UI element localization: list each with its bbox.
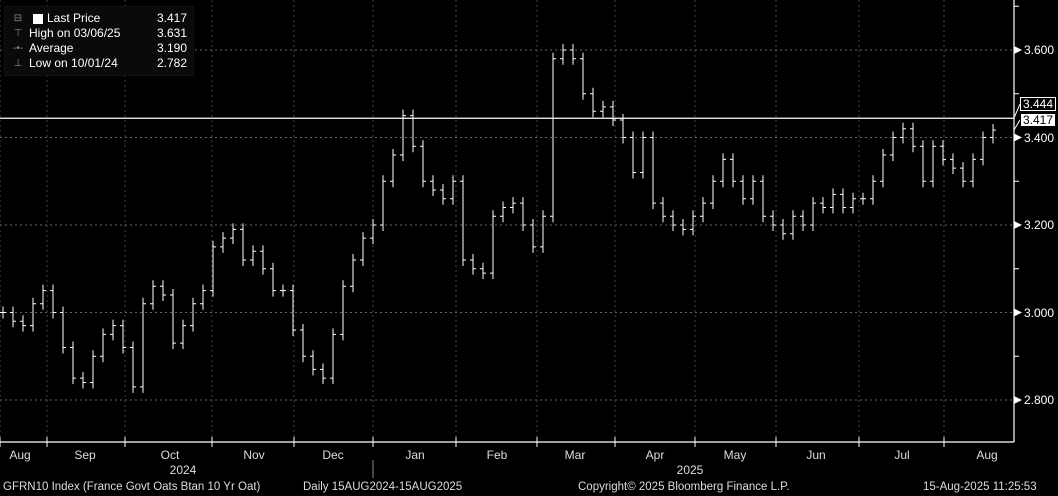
average-marker-icon: -•- bbox=[12, 43, 24, 54]
footer-ticker: GFRN10 Index (France Govt Oats Btan 10 Y… bbox=[3, 481, 261, 493]
y-tick-marker bbox=[1014, 396, 1022, 404]
legend-item-high: ⊤ High on 03/06/25 3.631 bbox=[11, 26, 187, 41]
legend: ⊟ Last Price 3.417 ⊤ High on 03/06/25 3.… bbox=[4, 6, 194, 76]
x-month-label: Jul bbox=[894, 448, 910, 462]
last-price-tag-leader bbox=[1013, 119, 1021, 131]
y-tick-label: 2.800 bbox=[1024, 393, 1055, 407]
footer-copyright: Copyright© 2025 Bloomberg Finance L.P. bbox=[578, 481, 790, 493]
x-year-label: 2024 bbox=[169, 463, 197, 477]
y-tick-label: 3.400 bbox=[1024, 130, 1055, 145]
y-tick-marker bbox=[1014, 46, 1022, 54]
y-tick-marker bbox=[1014, 308, 1022, 317]
square-swatch-icon bbox=[33, 13, 43, 24]
low-marker-icon: ⊥ bbox=[13, 58, 23, 69]
x-month-label: Jun bbox=[806, 448, 826, 462]
footer-timestamp: 15-Aug-2025 11:25:53 bbox=[923, 481, 1037, 493]
x-month-label: Mar bbox=[564, 448, 586, 462]
y-tick-label: 3.000 bbox=[1024, 305, 1055, 320]
x-month-label: Apr bbox=[645, 448, 665, 462]
footer-range: Daily 15AUG2024-15AUG2025 bbox=[303, 481, 463, 493]
x-month-label: Sep bbox=[74, 448, 96, 462]
x-month-label: Feb bbox=[486, 448, 508, 462]
reference-tag-leader bbox=[1013, 103, 1021, 119]
last-price-tag: 3.417 bbox=[1020, 113, 1057, 127]
legend-item-last-price[interactable]: ⊟ Last Price 3.417 bbox=[11, 11, 187, 26]
x-month-label: Aug bbox=[9, 448, 31, 462]
x-month-label: Nov bbox=[243, 448, 265, 462]
grid-lines bbox=[0, 0, 1022, 447]
y-tick-label: 3.200 bbox=[1024, 218, 1055, 232]
x-month-label: Dec bbox=[322, 448, 344, 462]
x-month-label: Oct bbox=[160, 448, 180, 462]
legend-item-low: ⊥ Low on 10/01/24 2.782 bbox=[11, 56, 187, 71]
price-bars bbox=[0, 44, 996, 393]
x-month-label: May bbox=[723, 448, 747, 462]
x-year-label: 2025 bbox=[676, 463, 704, 477]
high-marker-icon: ⊤ bbox=[13, 28, 23, 39]
y-tick-marker bbox=[1014, 221, 1022, 229]
legend-item-average: -•- Average 3.190 bbox=[12, 41, 187, 55]
x-month-label: Aug bbox=[976, 448, 998, 462]
y-tick-label: 3.600 bbox=[1024, 43, 1055, 57]
reference-value-tag: 3.444 bbox=[1020, 97, 1057, 111]
y-tick-marker bbox=[1014, 133, 1022, 142]
x-month-label: Jan bbox=[405, 448, 425, 462]
collapse-icon[interactable]: ⊟ bbox=[13, 13, 23, 24]
